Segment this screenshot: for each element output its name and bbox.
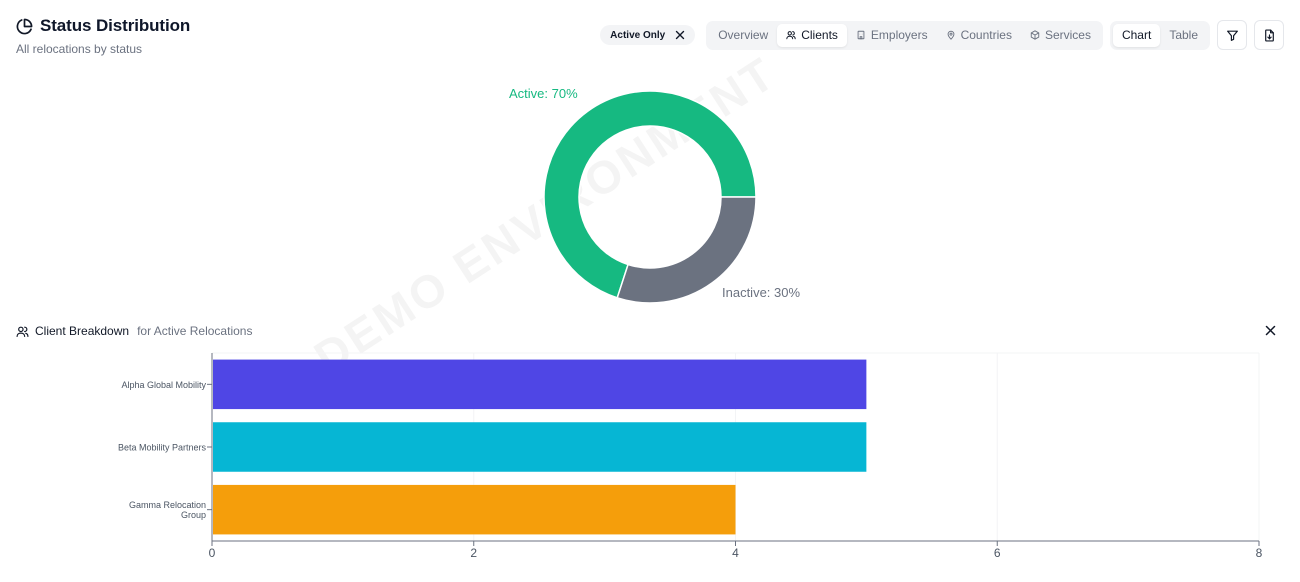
file-export-icon bbox=[1264, 28, 1274, 42]
tab-services[interactable]: Services bbox=[1021, 24, 1100, 47]
users-icon bbox=[16, 326, 29, 337]
tab-label: Overview bbox=[718, 28, 769, 42]
y-tick-label: Beta Mobility Partners bbox=[118, 443, 207, 453]
x-tick-label: 8 bbox=[1256, 546, 1263, 560]
client-breakdown-header: Client Breakdown for Active Relocations bbox=[16, 324, 252, 338]
page-subtitle: All relocations by status bbox=[16, 42, 143, 56]
bar-alpha-global-mobility[interactable] bbox=[213, 359, 867, 410]
export-button[interactable] bbox=[1254, 20, 1284, 50]
map-pin-icon bbox=[947, 30, 954, 40]
toolbar: Active Only Overview Clients Employers C… bbox=[600, 20, 1284, 50]
tab-label: Table bbox=[1169, 28, 1198, 42]
tab-countries[interactable]: Countries bbox=[937, 24, 1021, 47]
bar-beta-mobility-partners[interactable] bbox=[213, 422, 867, 472]
tab-label: Services bbox=[1044, 28, 1091, 42]
users-icon bbox=[786, 31, 796, 40]
building-icon bbox=[857, 30, 865, 40]
tab-label: Countries bbox=[960, 28, 1012, 42]
x-tick-label: 6 bbox=[994, 546, 1001, 560]
package-icon bbox=[1030, 30, 1040, 40]
tab-table[interactable]: Table bbox=[1160, 24, 1207, 47]
chart-header: Status Distribution All relocations by s… bbox=[16, 16, 190, 56]
page-title: Status Distribution bbox=[40, 16, 191, 35]
tab-label: Employers bbox=[870, 28, 928, 42]
display-mode-tabs: Chart Table bbox=[1109, 20, 1210, 50]
filter-button[interactable] bbox=[1217, 20, 1247, 50]
breakdown-title: Client Breakdown bbox=[35, 324, 130, 338]
x-tick-label: 0 bbox=[209, 546, 216, 560]
tab-employers[interactable]: Employers bbox=[847, 24, 937, 47]
breakdown-subtitle: for Active Relocations bbox=[137, 324, 253, 338]
y-tick-label: Alpha Global Mobility bbox=[121, 380, 206, 390]
view-tabs: Overview Clients Employers Countries Ser… bbox=[706, 20, 1103, 50]
x-tick-label: 4 bbox=[732, 546, 739, 560]
x-tick-label: 2 bbox=[470, 546, 477, 560]
bar-gamma-relocation-group[interactable] bbox=[213, 484, 736, 535]
active-only-filter-chip[interactable]: Active Only bbox=[600, 25, 696, 45]
pie-chart-icon bbox=[16, 18, 33, 34]
close-icon[interactable] bbox=[675, 30, 685, 40]
y-tick-label: Gamma Relocation bbox=[129, 500, 206, 510]
tab-overview[interactable]: Overview bbox=[709, 24, 777, 47]
tab-clients[interactable]: Clients bbox=[777, 23, 847, 47]
filter-icon bbox=[1226, 30, 1238, 41]
tab-label: Clients bbox=[801, 28, 838, 42]
tab-chart[interactable]: Chart bbox=[1112, 23, 1161, 47]
filter-chip-label: Active Only bbox=[610, 29, 666, 41]
tab-label: Chart bbox=[1121, 28, 1152, 42]
close-breakdown-icon[interactable] bbox=[1265, 325, 1276, 336]
y-tick-label: Group bbox=[181, 510, 206, 520]
